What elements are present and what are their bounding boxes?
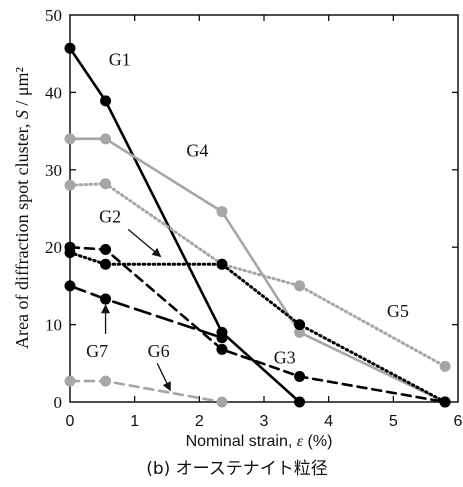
label-g3: G3 — [274, 347, 296, 367]
data-point-g1 — [294, 396, 306, 408]
x-tick-label: 5 — [389, 413, 398, 430]
arrow-g2 — [127, 228, 162, 258]
data-point-g3 — [64, 241, 76, 253]
data-point-g7 — [100, 293, 112, 305]
x-tick-label: 3 — [260, 413, 269, 430]
plot-frame — [69, 14, 459, 403]
x-tick-label: 2 — [195, 413, 204, 430]
series-line-g1 — [68, 46, 301, 404]
data-point-g6 — [64, 375, 76, 387]
data-point-g1 — [64, 42, 76, 54]
series-g3 — [64, 241, 451, 408]
data-point-g7 — [216, 332, 228, 344]
data-point-g2 — [216, 258, 228, 270]
data-point-g6 — [100, 375, 112, 387]
data-point-g3 — [100, 244, 112, 256]
data-point-g5 — [294, 280, 306, 292]
data-point-g4 — [216, 206, 228, 218]
y-axis-label: Area of diffraction spot cluster, S / μm… — [12, 67, 32, 349]
data-point-g5 — [439, 360, 451, 372]
plot-area: 0 1 2 3 4 5 6 0 10 20 30 40 50 G1 G4 G2 G5 G7 G6 G3 — [45, 6, 463, 430]
data-point-g4 — [294, 326, 306, 338]
x-tick-label: 4 — [324, 413, 333, 430]
label-g4: G4 — [186, 141, 208, 161]
y-tick-label: 40 — [45, 83, 62, 102]
series-line-g5 — [68, 182, 447, 368]
y-tick-label: 10 — [45, 316, 62, 335]
series-g1 — [64, 42, 306, 408]
data-point-g3 — [294, 370, 306, 382]
label-g6: G6 — [148, 341, 170, 361]
data-point-g3 — [439, 396, 451, 408]
data-point-g7 — [64, 280, 76, 292]
data-point-g2 — [100, 258, 112, 270]
data-point-g4 — [100, 133, 112, 145]
data-point-g5 — [64, 179, 76, 191]
x-axis-label: Nominal strain, ε (%) — [186, 433, 333, 450]
label-g2: G2 — [99, 206, 121, 226]
data-point-g1 — [100, 95, 112, 107]
data-point-g3 — [216, 343, 228, 355]
arrow-g6 — [156, 363, 171, 392]
y-tick-label: 30 — [45, 161, 62, 180]
data-point-g4 — [64, 133, 76, 145]
series-line-g3 — [68, 245, 447, 404]
y-tick-label: 50 — [45, 6, 62, 25]
label-g1: G1 — [109, 49, 131, 69]
data-point-g2 — [294, 319, 306, 331]
series-g4 — [64, 133, 451, 408]
y-tick-label: 0 — [54, 393, 63, 412]
figure-caption: (b) オーステナイト粒径 — [146, 459, 328, 479]
y-tick-label: 20 — [45, 238, 62, 257]
series-g5 — [64, 178, 451, 372]
x-tick-label: 6 — [454, 413, 463, 430]
series-g6 — [64, 375, 228, 408]
data-point-g5 — [100, 178, 112, 190]
series-g7 — [64, 280, 228, 344]
label-g5: G5 — [387, 301, 409, 321]
x-tick-label: 1 — [130, 413, 139, 430]
data-point-g6 — [216, 396, 228, 408]
label-g7: G7 — [86, 341, 108, 361]
x-tick-label: 0 — [66, 413, 75, 430]
